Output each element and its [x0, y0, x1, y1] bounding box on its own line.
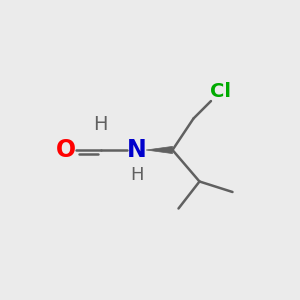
Text: H: H	[130, 167, 143, 184]
Text: Cl: Cl	[210, 82, 231, 101]
Text: H: H	[93, 115, 108, 134]
Text: N: N	[127, 138, 146, 162]
Polygon shape	[146, 146, 172, 154]
Text: O: O	[56, 138, 76, 162]
